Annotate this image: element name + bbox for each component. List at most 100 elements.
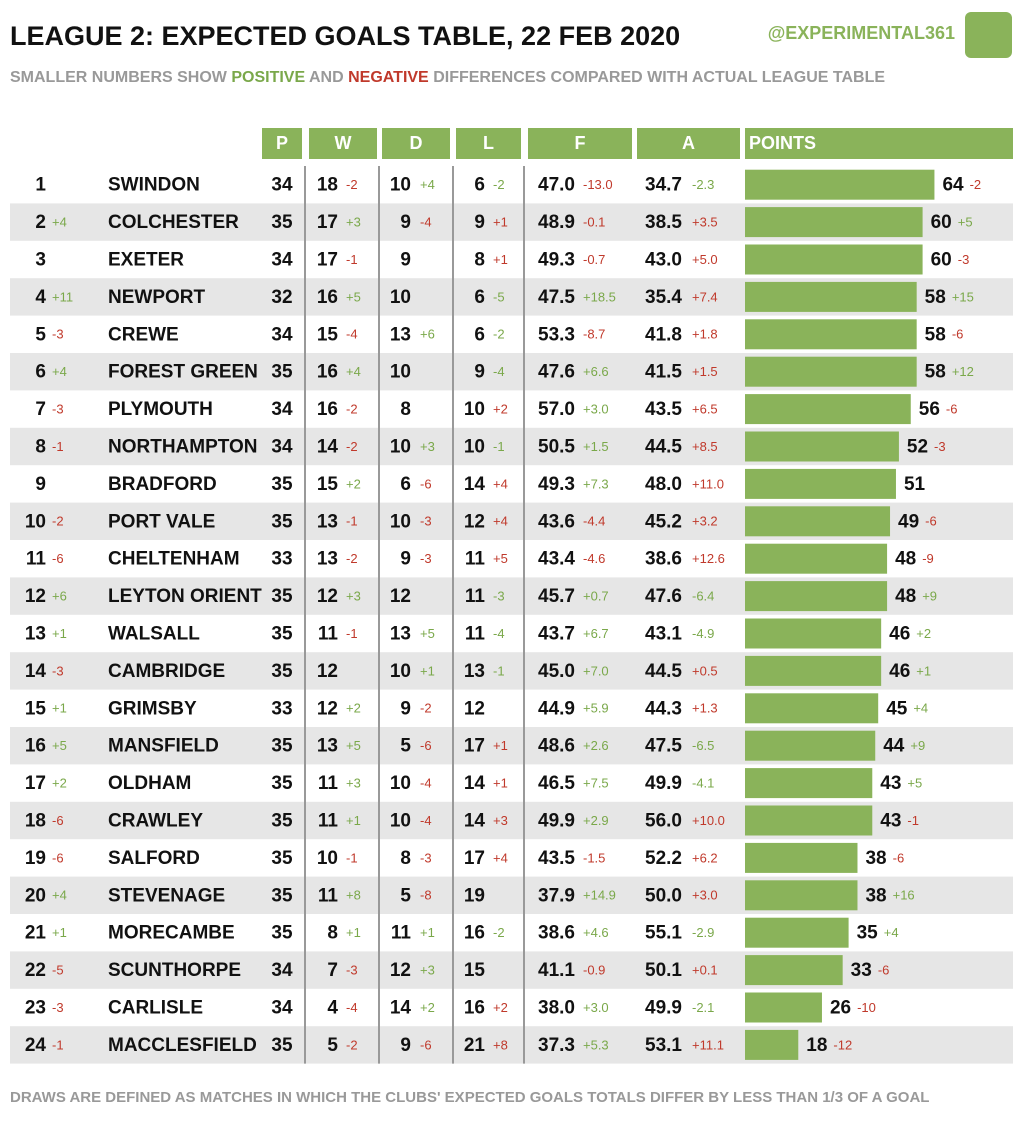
difference: +6	[420, 327, 435, 342]
difference: +9	[922, 589, 937, 604]
cell-value: 43.1	[645, 624, 682, 645]
cell-value: 9	[400, 212, 411, 233]
cell-value: 44.5	[645, 437, 682, 458]
title: LEAGUE 2: EXPECTED GOALS TABLE, 22 FEB 2…	[10, 21, 680, 51]
cell-value: 34	[271, 960, 293, 981]
difference: +7.5	[583, 776, 609, 791]
subtitle-positive: POSITIVE	[231, 69, 305, 86]
header-label: A	[682, 133, 695, 153]
header-label: F	[575, 133, 586, 153]
difference: +5.9	[583, 701, 609, 716]
cell-value: 6	[474, 287, 485, 308]
difference: +4	[884, 925, 899, 940]
difference: +2	[52, 776, 67, 791]
difference: +2	[420, 1000, 435, 1015]
cell-value: 43.7	[538, 624, 575, 645]
subtitle-part: AND	[309, 69, 344, 86]
points-bar	[745, 805, 873, 836]
team-name: WALSALL	[108, 624, 200, 645]
cell-value: 35	[271, 586, 293, 607]
difference: -2	[970, 177, 982, 192]
difference: +1	[493, 215, 508, 230]
cell-value: 32	[271, 287, 292, 308]
cell-value: 56.0	[645, 811, 682, 832]
difference: +1.5	[692, 364, 718, 379]
difference: +1	[52, 925, 67, 940]
difference: +11.0	[692, 476, 724, 491]
difference: +4	[52, 888, 67, 903]
difference: -6	[52, 813, 64, 828]
cell-value: 9	[474, 212, 485, 233]
difference: +2	[916, 626, 931, 641]
cell-value: 5	[400, 885, 411, 906]
header-cell	[262, 128, 302, 159]
difference: -12	[833, 1037, 852, 1052]
points-bar	[745, 356, 917, 387]
difference: -6	[420, 1037, 432, 1052]
cell-value: 48.6	[538, 736, 575, 757]
cell-value: 34	[271, 437, 293, 458]
cell-value: 50.0	[645, 885, 682, 906]
cell-value: 35	[271, 511, 293, 532]
cell-value: 16	[464, 998, 485, 1019]
cell-value: 11	[465, 549, 486, 570]
difference: -8	[420, 888, 432, 903]
header-cell	[456, 128, 521, 159]
cell-value: 10	[390, 362, 411, 383]
cell-value: 10	[25, 511, 46, 532]
cell-value: 17	[464, 848, 485, 869]
difference: -4.4	[583, 514, 605, 529]
cell-value: 10	[390, 287, 411, 308]
cell-value: 35	[271, 885, 293, 906]
difference: -2	[346, 402, 358, 417]
team-name: MANSFIELD	[108, 736, 219, 757]
difference: -3	[52, 663, 64, 678]
cell-value: 11	[391, 923, 412, 944]
difference: -3	[52, 327, 64, 342]
difference: -4	[420, 776, 432, 791]
difference: -6	[946, 402, 958, 417]
points-bar	[745, 618, 882, 649]
cell-value: 52.2	[645, 848, 682, 869]
difference: -4	[420, 813, 432, 828]
points-bar	[745, 281, 917, 312]
cell-value: 9	[35, 474, 46, 495]
points-bar	[745, 842, 858, 873]
difference: +4	[493, 476, 508, 491]
difference: +5	[346, 289, 361, 304]
cell-value: 35	[271, 661, 293, 682]
cell-value: 49.3	[538, 474, 575, 495]
points-value: 58	[925, 287, 946, 308]
cell-value: 35.4	[645, 287, 682, 308]
header-label: L	[483, 133, 494, 153]
cell-value: 50.5	[538, 437, 575, 458]
points-bar	[745, 431, 899, 462]
difference: -2	[346, 177, 358, 192]
difference: -3	[934, 439, 946, 454]
difference: +5	[907, 776, 922, 791]
cell-value: 53.3	[538, 324, 575, 345]
cell-value: 35	[271, 773, 293, 794]
difference: +1	[420, 925, 435, 940]
cell-value: 33	[271, 549, 292, 570]
cell-value: 24	[25, 1035, 47, 1056]
team-name: BRADFORD	[108, 474, 217, 495]
points-value: 35	[857, 923, 879, 944]
team-name: GRIMSBY	[108, 698, 197, 719]
cell-value: 18	[25, 811, 46, 832]
cell-value: 37.3	[538, 1035, 575, 1056]
team-name: SCUNTHORPE	[108, 960, 241, 981]
difference: -0.9	[583, 963, 605, 978]
cell-value: 11	[318, 885, 339, 906]
difference: +4.6	[583, 925, 609, 940]
difference: +2	[493, 402, 508, 417]
cell-value: 10	[464, 399, 485, 420]
difference: +3.0	[692, 888, 718, 903]
points-value: 51	[904, 474, 926, 495]
cell-value: 10	[390, 773, 411, 794]
difference: -1	[346, 850, 358, 865]
row-stripe	[10, 1026, 1013, 1064]
cell-value: 19	[25, 848, 46, 869]
cell-value: 38.0	[538, 998, 575, 1019]
cell-value: 35	[271, 848, 293, 869]
